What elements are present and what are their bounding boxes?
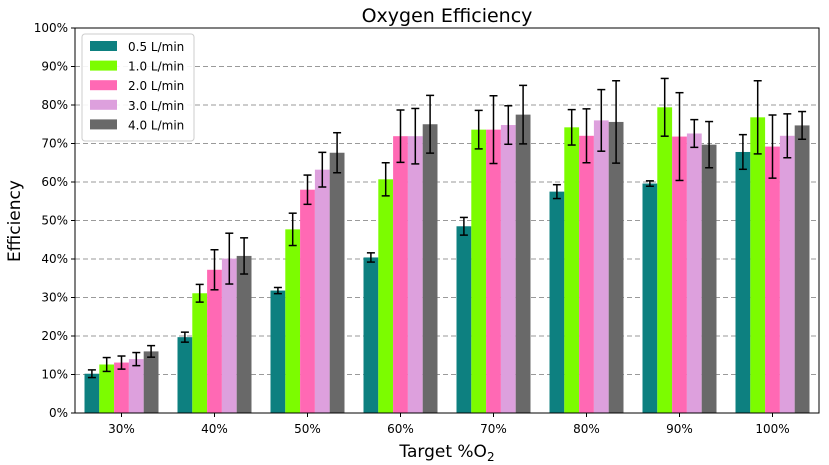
y-axis-label: Efficiency <box>5 180 25 262</box>
x-tick-label: 50% <box>294 422 321 436</box>
bar <box>422 124 438 413</box>
x-tick-label: 80% <box>573 422 600 436</box>
bar <box>593 120 609 414</box>
bar <box>515 114 531 413</box>
x-tick-label: 40% <box>201 422 228 436</box>
bar <box>579 135 594 414</box>
bar <box>779 135 795 414</box>
x-axis-label-main: Target %O <box>398 442 487 462</box>
x-tick-label: 90% <box>666 422 693 436</box>
y-tick-label: 90% <box>41 60 68 74</box>
x-tick-label: 60% <box>387 422 414 436</box>
bar <box>486 129 501 413</box>
x-axis-label-subscript: 2 <box>487 450 495 464</box>
x-tick-label: 30% <box>108 422 135 436</box>
bar <box>300 189 315 413</box>
bar <box>393 136 408 413</box>
bar <box>794 125 810 413</box>
legend-label: 1.0 L/min <box>128 60 184 74</box>
x-tick-label: 70% <box>480 422 507 436</box>
bar <box>701 144 717 413</box>
x-tick-label: 100% <box>755 422 789 436</box>
y-tick-label: 0% <box>49 406 68 420</box>
legend-label: 3.0 L/min <box>128 99 184 113</box>
y-tick-label: 80% <box>41 98 68 112</box>
y-tick-label: 100% <box>34 21 68 35</box>
legend-swatch <box>90 80 117 91</box>
bar <box>608 121 624 413</box>
bar <box>471 129 487 413</box>
bar <box>735 151 751 413</box>
bar <box>192 293 208 413</box>
bar <box>99 364 115 413</box>
legend-swatch <box>90 119 117 130</box>
y-tick-label: 20% <box>41 329 68 343</box>
bar <box>642 183 658 413</box>
bar <box>128 359 144 413</box>
bar <box>564 127 580 413</box>
bar <box>221 258 237 413</box>
bar <box>549 191 565 413</box>
legend-label: 4.0 L/min <box>128 118 184 132</box>
bar <box>114 362 129 413</box>
y-tick-label: 30% <box>41 291 68 305</box>
legend-swatch <box>90 41 117 51</box>
bar <box>378 179 394 413</box>
bar <box>750 117 766 413</box>
legend-swatch <box>90 99 117 110</box>
y-tick-label: 60% <box>41 175 68 189</box>
bar <box>686 133 702 414</box>
y-axis-ticks: 0% 10% 20% 30% 40% 50% 60% 70% 80% 90% 100% <box>34 21 75 420</box>
bar <box>177 337 193 413</box>
bar <box>657 107 673 413</box>
bar <box>407 136 423 413</box>
legend: 0.5 L/min 1.0 L/min 2.0 L/min 3.0 L/min 4.0 … <box>81 33 195 142</box>
bar <box>236 255 252 413</box>
chart-title: Oxygen Efficiency <box>362 5 533 27</box>
legend-swatch <box>90 60 117 71</box>
x-axis-ticks: 30% 40% 50% 60% 70% 80% 90% 100% <box>108 413 790 436</box>
bar <box>363 257 379 413</box>
y-tick-label: 10% <box>41 368 68 382</box>
bar <box>329 152 345 414</box>
bar <box>207 269 222 413</box>
legend-label: 2.0 L/min <box>128 79 184 93</box>
bar <box>143 351 159 413</box>
x-axis-label: Target %O2 <box>398 442 494 464</box>
bar <box>672 136 687 413</box>
bar <box>285 229 301 413</box>
y-tick-label: 70% <box>41 137 68 151</box>
bar <box>270 290 286 413</box>
bar <box>456 226 472 413</box>
y-tick-label: 50% <box>41 214 68 228</box>
bars-group <box>84 107 810 414</box>
error-bars-group <box>87 77 807 379</box>
y-tick-label: 40% <box>41 252 68 266</box>
bar <box>84 373 100 413</box>
legend-label: 0.5 L/min <box>128 40 184 54</box>
bar <box>765 146 780 413</box>
bar <box>500 125 516 414</box>
bar <box>314 169 330 413</box>
